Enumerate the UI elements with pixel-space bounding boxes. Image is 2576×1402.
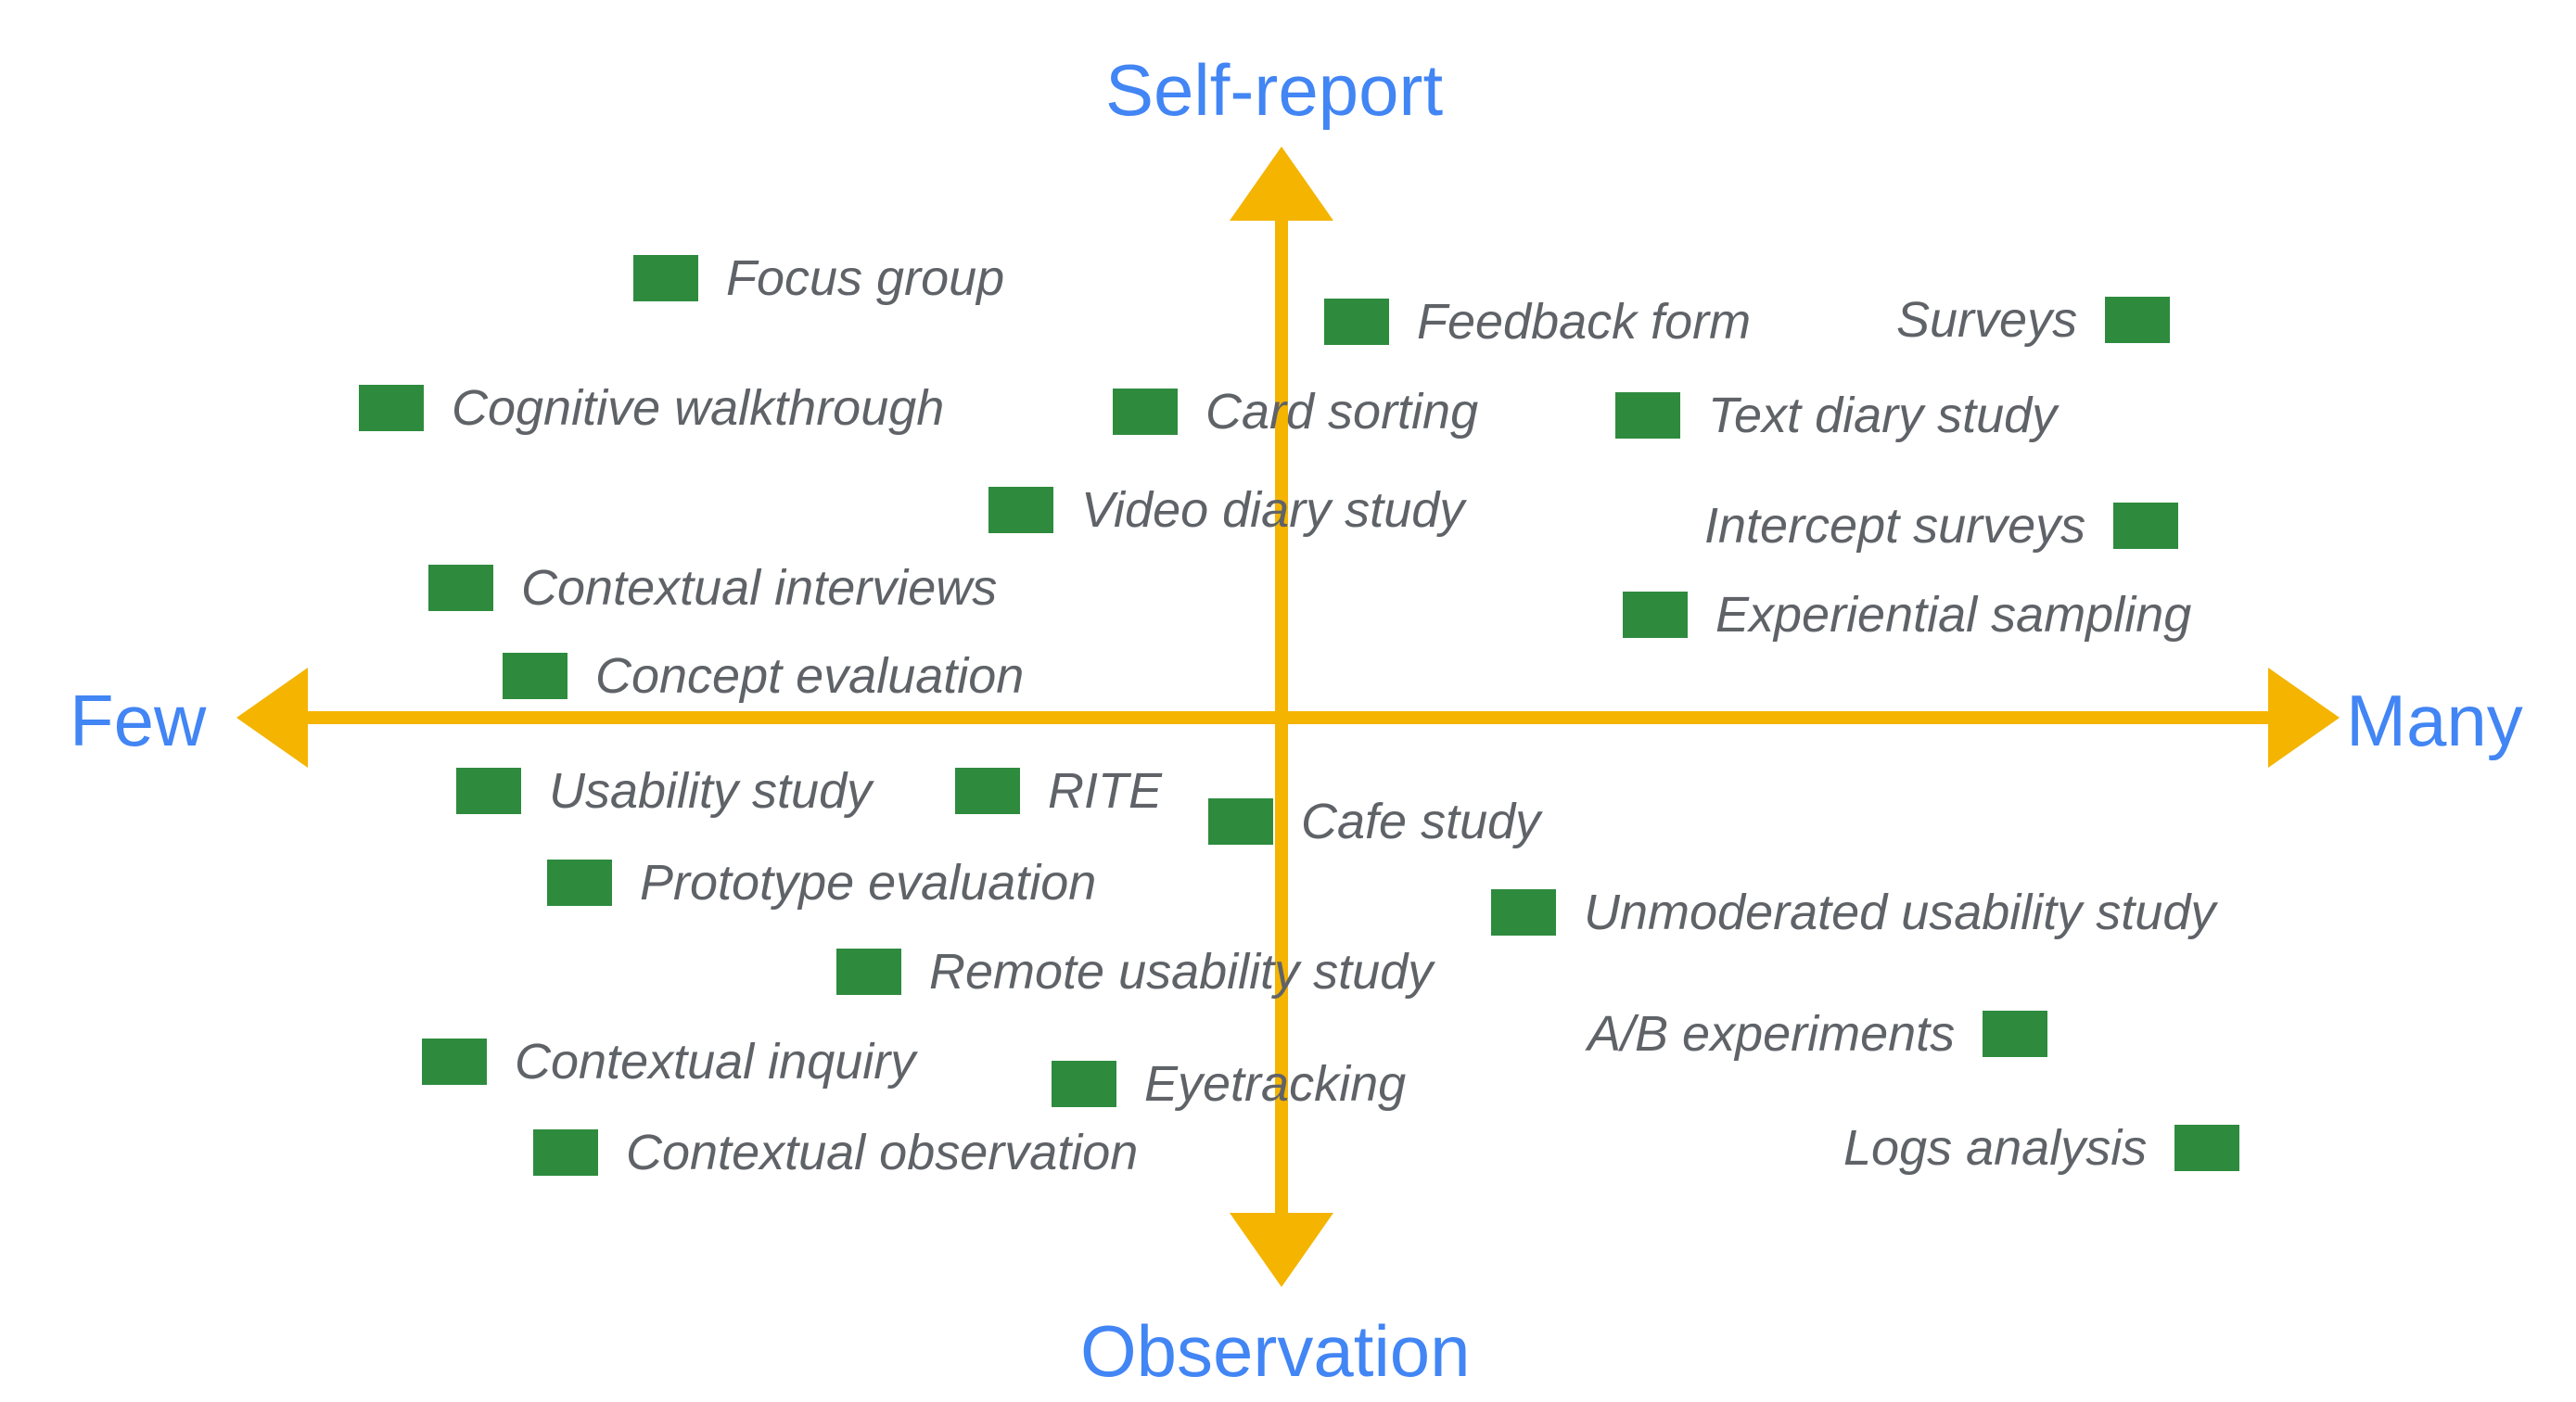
- method-marker: [1052, 1061, 1116, 1107]
- bottom-arrowhead: [1230, 1213, 1333, 1287]
- method-label: Contextual observation: [626, 1125, 1139, 1180]
- method-marker: [988, 487, 1053, 533]
- method-label: Eyetracking: [1144, 1056, 1407, 1112]
- method-contextual-observation: Contextual observation: [533, 1128, 1138, 1178]
- method-label: Remote usability study: [929, 944, 1434, 1000]
- method-marker: [1615, 392, 1680, 439]
- method-label: Prototype evaluation: [640, 855, 1097, 911]
- method-marker: [1113, 389, 1178, 435]
- method-label: Concept evaluation: [595, 648, 1025, 704]
- method-marker: [2105, 297, 2171, 343]
- method-cafe-study: Cafe study: [1208, 797, 1540, 847]
- method-text-diary-study: Text diary study: [1615, 390, 2057, 440]
- method-label: Unmoderated usability study: [1584, 885, 2216, 940]
- method-label: Intercept surveys: [1704, 498, 2086, 554]
- method-ab-experiments: A/B experiments: [1588, 1006, 2048, 1062]
- method-label: Contextual inquiry: [515, 1034, 916, 1090]
- method-experiential-sampling: Experiential sampling: [1623, 590, 2191, 640]
- method-focus-group: Focus group: [633, 253, 1004, 303]
- vertical-axis: [1230, 147, 1333, 1287]
- axis-label-bottom: Observation: [1080, 1310, 1471, 1392]
- method-label: Focus group: [726, 250, 1005, 306]
- method-marker: [1623, 592, 1688, 638]
- method-marker: [2174, 1125, 2240, 1171]
- method-card-sorting: Card sorting: [1113, 387, 1478, 437]
- method-marker: [359, 385, 424, 431]
- method-label: Text diary study: [1708, 388, 2058, 443]
- method-surveys: Surveys: [1896, 292, 2171, 348]
- method-label: Contextual interviews: [521, 560, 998, 616]
- method-marker: [1983, 1011, 2048, 1057]
- method-marker: [503, 653, 567, 699]
- method-eyetracking: Eyetracking: [1052, 1059, 1406, 1109]
- method-label: Card sorting: [1205, 384, 1479, 440]
- axis-label-right: Many: [2346, 680, 2523, 761]
- method-contextual-inquiry: Contextual inquiry: [422, 1037, 915, 1087]
- method-contextual-interviews: Contextual interviews: [428, 563, 997, 613]
- top-arrowhead: [1230, 147, 1333, 221]
- method-label: Logs analysis: [1843, 1120, 2148, 1176]
- method-label: Feedback form: [1417, 294, 1752, 350]
- method-marker: [1491, 889, 1556, 936]
- axis-label-left: Few: [70, 680, 207, 761]
- axis-label-top: Self-report: [1105, 49, 1444, 131]
- method-cognitive-walkthrough: Cognitive walkthrough: [359, 383, 944, 433]
- method-label: Cafe study: [1301, 794, 1541, 849]
- method-marker: [547, 860, 612, 906]
- method-label: A/B experiments: [1588, 1006, 1956, 1062]
- method-marker: [428, 565, 493, 611]
- method-label: Cognitive walkthrough: [452, 380, 945, 436]
- method-intercept-surveys: Intercept surveys: [1704, 498, 2179, 554]
- method-unmoderated-usability-study: Unmoderated usability study: [1491, 887, 2215, 937]
- method-label: Experiential sampling: [1715, 587, 2192, 643]
- method-label: Video diary study: [1081, 482, 1465, 538]
- method-label: Usability study: [549, 763, 873, 819]
- method-marker: [422, 1039, 487, 1085]
- method-label: Surveys: [1896, 292, 2078, 348]
- method-marker: [456, 768, 521, 814]
- method-marker: [2113, 503, 2179, 549]
- method-usability-study: Usability study: [456, 766, 872, 816]
- method-remote-usability-study: Remote usability study: [836, 947, 1433, 997]
- method-concept-evaluation: Concept evaluation: [503, 651, 1024, 701]
- method-logs-analysis: Logs analysis: [1843, 1120, 2240, 1176]
- method-marker: [1324, 299, 1389, 345]
- method-prototype-evaluation: Prototype evaluation: [547, 858, 1096, 908]
- method-marker: [955, 768, 1020, 814]
- method-marker: [633, 255, 698, 301]
- method-feedback-form: Feedback form: [1324, 297, 1751, 347]
- method-marker: [533, 1129, 598, 1176]
- method-marker: [836, 949, 901, 995]
- method-video-diary-study: Video diary study: [988, 485, 1464, 535]
- right-arrowhead: [2268, 668, 2340, 768]
- left-arrowhead: [236, 668, 308, 768]
- method-label: RITE: [1048, 763, 1163, 819]
- method-rite: RITE: [955, 766, 1162, 816]
- method-marker: [1208, 798, 1273, 845]
